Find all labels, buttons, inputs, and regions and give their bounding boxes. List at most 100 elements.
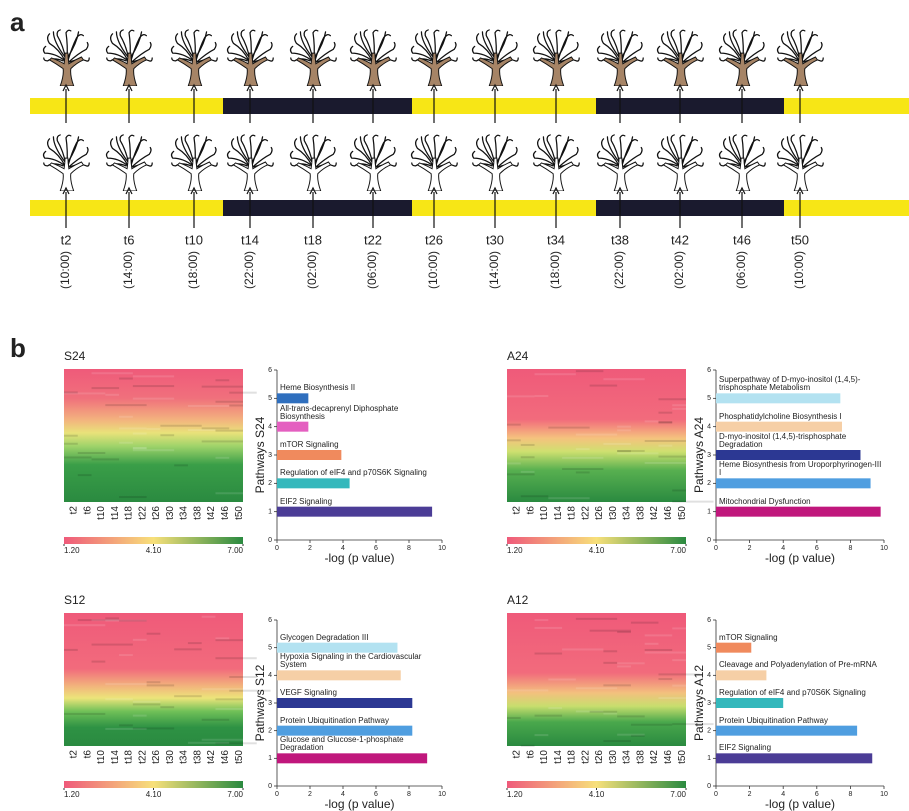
heatmap-texture: [105, 619, 147, 622]
clock-label: (18:00): [186, 251, 200, 289]
heatmap-column-label: t50: [677, 750, 688, 764]
arrow-head: [125, 83, 133, 92]
heatmap-texture: [105, 698, 133, 701]
heatmap-column-label: t30: [165, 750, 176, 764]
heatmap: [507, 613, 686, 746]
colorbar-tick-label: 4.10: [589, 546, 605, 555]
heatmap-texture: [119, 377, 133, 380]
x-tick-label: 6: [374, 791, 378, 798]
heatmap-texture: [617, 425, 631, 428]
heatmap-texture: [507, 462, 521, 465]
heatmap-texture: [562, 456, 604, 459]
heatmap-texture: [119, 441, 133, 444]
heatmap-texture: [630, 734, 645, 737]
bar-label: Cleavage and Polyadenylation of Pre-mRNA: [719, 660, 877, 670]
heatmap-column-label: t22: [137, 750, 148, 764]
y-tick-label: 3: [268, 700, 272, 707]
y-tick-label: 4: [707, 672, 711, 679]
heatmap-title: A12: [507, 593, 529, 607]
heatmap-texture: [132, 385, 175, 388]
heatmap-texture: [146, 427, 161, 430]
heatmap-texture: [575, 370, 604, 373]
heatmap-texture: [91, 458, 120, 461]
heatmap-column-label: t18: [124, 750, 135, 764]
heatmap-texture: [630, 723, 673, 726]
y-tick-label: 4: [268, 424, 272, 431]
arrow-head: [552, 186, 560, 195]
heatmap-texture: [77, 451, 106, 454]
bar: [277, 450, 342, 460]
heatmap-column-label: t22: [580, 506, 591, 520]
y-tick-label: 5: [268, 395, 272, 402]
heatmap-texture: [119, 496, 147, 499]
heatmap-texture: [215, 708, 257, 711]
heatmap-texture: [215, 657, 257, 660]
heatmap-column-label: t30: [608, 750, 619, 764]
heatmap-texture: [105, 727, 147, 730]
heatmap-column-label: t26: [151, 506, 162, 520]
heatmap-texture: [534, 734, 549, 737]
coral-icon: [596, 29, 644, 86]
heatmap-texture: [64, 712, 106, 715]
bar-label: mTOR Signaling: [280, 440, 339, 449]
x-tick-label: 10: [438, 791, 446, 798]
heatmap-texture: [215, 379, 230, 382]
heatmap-column-label: t26: [594, 506, 605, 520]
heatmap-column-label: t2: [69, 506, 80, 515]
heatmap-texture: [64, 391, 78, 394]
heatmap-texture: [617, 715, 645, 718]
coral-icon: [42, 134, 90, 191]
heatmap-texture: [215, 698, 243, 701]
arrow-head: [676, 186, 684, 195]
heatmap-column-label: t38: [192, 506, 203, 520]
heatmap-texture: [201, 738, 243, 741]
colorbar: [507, 781, 686, 788]
coral-icon: [410, 29, 458, 86]
bar: [716, 421, 842, 432]
heatmap-texture: [644, 642, 659, 645]
bar: [716, 642, 752, 653]
x-axis-label: -log (p value): [765, 551, 835, 565]
heatmap-texture: [644, 648, 673, 651]
x-tick-label: 0: [714, 545, 718, 552]
heatmap-texture: [617, 450, 631, 453]
bar: [716, 478, 871, 489]
x-tick-label: 8: [407, 545, 411, 552]
colorbar-tick-label: 1.20: [64, 790, 80, 799]
heatmap-texture: [507, 395, 535, 398]
heatmap-texture: [575, 687, 618, 690]
timepoint-label: t18: [304, 232, 322, 247]
coral-icon: [471, 134, 519, 191]
arrow-head: [246, 186, 254, 195]
heatmap-texture: [215, 492, 257, 495]
heatmap-texture: [617, 665, 631, 668]
bar-label: Protein Ubiquitination Pathway: [280, 715, 389, 725]
heatmap-texture: [603, 442, 631, 445]
coral-icon: [471, 29, 519, 86]
heatmap-column-label: t34: [622, 506, 633, 520]
x-tick-label: 6: [374, 545, 378, 552]
heatmap-column-label: t22: [580, 750, 591, 764]
colorbar: [507, 537, 686, 544]
heatmap-column-label: t26: [151, 750, 162, 764]
heatmap-texture: [146, 684, 175, 687]
heatmap-texture: [617, 449, 645, 452]
heatmap-texture: [617, 631, 631, 634]
arrow-head: [430, 83, 438, 92]
heatmap-texture: [562, 648, 604, 651]
heatmap-texture: [215, 400, 243, 403]
heatmap-texture: [534, 714, 563, 717]
timepoint-label: t46: [733, 232, 751, 247]
colorbar-tick-label: 1.20: [507, 790, 523, 799]
heatmap-texture: [132, 703, 161, 706]
colorbar: [64, 537, 243, 544]
heatmap-texture: [132, 638, 147, 641]
y-tick-label: 6: [707, 367, 711, 374]
heatmap-texture: [548, 426, 590, 429]
coral-icon: [718, 29, 766, 86]
y-tick-label: 5: [707, 395, 711, 402]
y-axis-label: Pathways A12: [692, 665, 706, 741]
arrow-head: [62, 83, 70, 92]
bar-label: EIF2 Signaling: [280, 496, 333, 506]
heatmap-texture: [520, 495, 549, 498]
